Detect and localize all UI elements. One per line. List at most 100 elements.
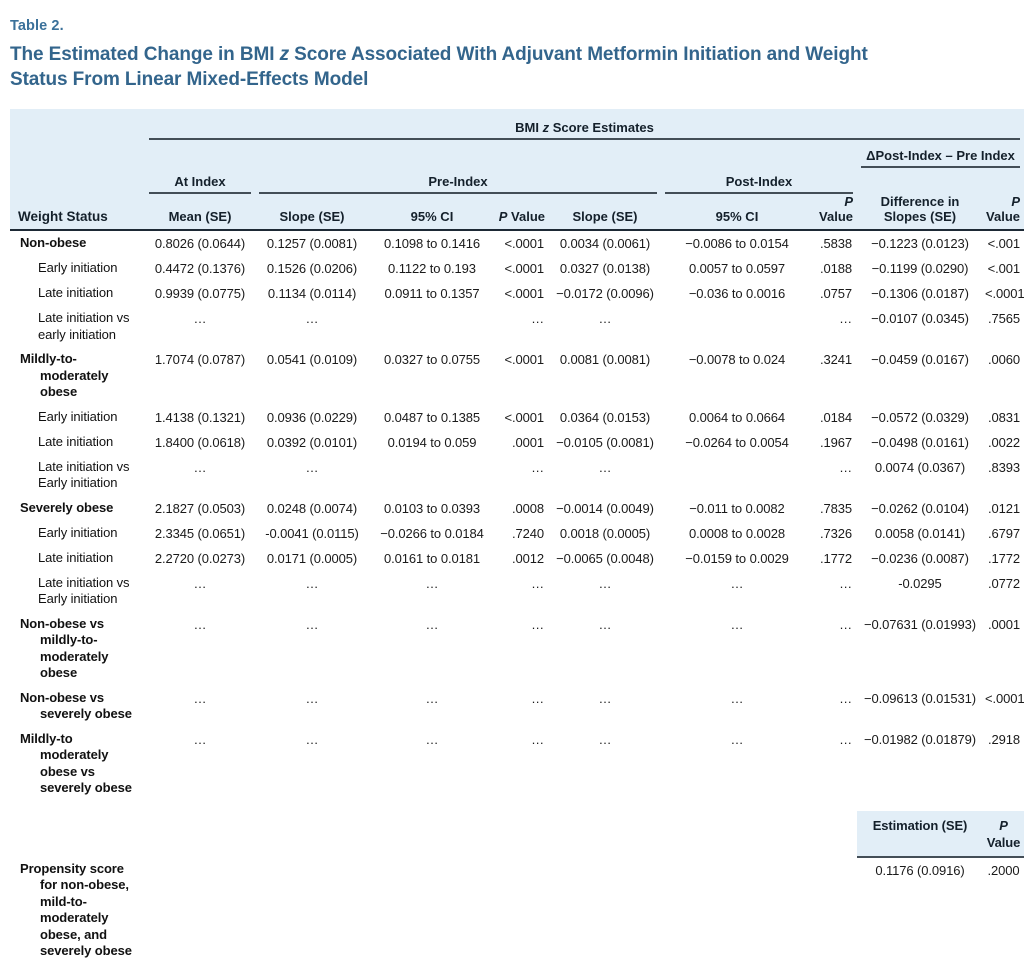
table-row: Late initiation vs Early initiation … … … [10,455,1024,496]
ci-95-header: 95% CI [661,194,813,231]
cell-diff-p-value: .0022 [987,434,1020,450]
cell-pre-ci: … [425,731,439,747]
cell-diff-p-value: .8393 [987,459,1020,475]
cell-post-ci: 0.0057 to 0.0597 [689,261,785,276]
propensity-label: Propensity score for non-obese, mild-to-… [20,860,132,959]
cell-pre-ci: 0.0487 to 0.1385 [384,409,480,425]
cell-post-ci: −0.011 to 0.0082 [689,500,785,516]
cell-difference-in-slopes: -0.0295 [898,575,942,591]
table-row: Mildly-to moderately obese vs severely o… [10,727,1024,801]
cell-pre-p-value: .7240 [511,525,544,541]
row-label: Late initiation [38,433,114,449]
cell-diff-p-value: .7565 [987,311,1020,326]
table-row: Late initiation 2.2720 (0.0273) 0.0171 (… [10,546,1024,571]
mean-se-header: Mean (SE) [145,194,255,231]
cell-pre-ci: … [425,575,439,591]
cell-post-slope-se: 0.0018 (0.0005) [559,525,651,541]
cell-post-slope-se: … [598,690,612,706]
cell-post-ci: … [730,575,744,591]
table-row: Late initiation 1.8400 (0.0618) 0.0392 (… [10,430,1024,455]
cell-mean-se: 0.8026 (0.0644) [154,236,246,251]
table-row: Early initiation 0.4472 (0.1376) 0.1526 … [10,256,1024,281]
cell-post-slope-se: … [598,311,612,326]
cell-post-p-value: … [839,459,852,475]
cell-pre-ci [369,306,495,347]
title-text-pre: The Estimated Change in BMI [10,44,280,65]
cell-post-slope-se: −0.0172 (0.0096) [556,286,654,301]
cell-post-p-value: .7835 [819,500,852,516]
cell-post-slope-se: … [598,459,612,475]
cell-pre-p-value: … [531,731,544,747]
table-body: Non-obese 0.8026 (0.0644) 0.1257 (0.0081… [10,230,1024,801]
cell-post-p-value: .0188 [819,261,852,276]
cell-difference-in-slopes: 0.0074 (0.0367) [874,459,966,475]
cell-mean-se: 0.9939 (0.0775) [154,286,246,301]
cell-post-slope-se: 0.0364 (0.0153) [559,409,651,425]
row-label: Early initiation [38,524,118,540]
cell-pre-slope-se: … [305,616,319,632]
row-label: Late initiation [38,549,114,565]
cell-mean-se: … [193,311,207,326]
cell-post-p-value: .0184 [819,409,852,425]
cell-pre-p-value: <.0001 [504,352,544,367]
cell-post-p-value: … [839,616,852,632]
cell-pre-p-value: <.0001 [504,286,544,301]
bmi-z-score-table: Weight Status BMI z Score Estimates ΔPos… [10,109,1024,960]
cell-pre-ci: 0.1098 to 0.1416 [384,236,480,251]
cell-mean-se: … [193,616,207,632]
cell-pre-slope-se: … [305,690,319,706]
estimation-p-value-header: P Value [983,810,1024,858]
cell-post-slope-se: … [598,616,612,632]
cell-pre-slope-se: … [305,575,319,591]
cell-difference-in-slopes: −0.07631 (0.01993) [863,616,977,632]
table-row: Early initiation 2.3345 (0.0651) -0.0041… [10,521,1024,546]
row-label: Late initiation [38,285,114,300]
cell-mean-se: 2.1827 (0.0503) [154,500,246,516]
title-italic-z: z [279,44,290,65]
at-index-header: At Index [145,168,255,194]
row-label: Non-obese [20,235,87,250]
cell-mean-se: … [193,731,207,747]
cell-pre-slope-se: 0.1134 (0.0114) [267,286,357,301]
cell-pre-p-value: <.0001 [504,261,544,276]
estimation-se-header: Estimation (SE) [857,810,983,858]
cell-pre-p-value: <.0001 [504,236,544,251]
cell-pre-ci: 0.0911 to 0.1357 [384,286,480,301]
table-row: Non-obese vs severely obese … … … … … … … [10,686,1024,727]
cell-post-slope-se: −0.0065 (0.0048) [556,550,654,566]
cell-pre-p-value: … [531,311,544,326]
row-label: Early initiation [38,260,118,275]
p-value-header: P Value [983,168,1024,231]
table-row: Late initiation vs early initiation … … … [10,306,1024,347]
table-row: Late initiation 0.9939 (0.0775) 0.1134 (… [10,281,1024,306]
cell-post-slope-se: … [598,731,612,747]
cell-difference-in-slopes: −0.0236 (0.0087) [871,550,969,566]
cell-post-slope-se: −0.0014 (0.0049) [556,500,654,516]
cell-difference-in-slopes: −0.01982 (0.01879) [863,731,977,747]
cell-diff-p-value: .1772 [987,550,1020,566]
cell-post-slope-se: 0.0327 (0.0138) [559,261,651,276]
delta-post-minus-pre-header: ΔPost-Index – Pre Index [857,140,1024,168]
table-row: Non-obese 0.8026 (0.0644) 0.1257 (0.0081… [10,230,1024,256]
cell-pre-slope-se: 0.0392 (0.0101) [266,434,358,450]
cell-pre-ci: … [425,616,439,632]
cell-mean-se: … [193,459,207,475]
row-label: Mildly-to- moderately obese [20,351,109,399]
p-value-header: P Value [813,194,857,231]
cell-diff-p-value: <.0001 [985,286,1024,301]
cell-post-ci: 0.0064 to 0.0664 [689,409,785,425]
cell-pre-ci: −0.0266 to 0.0184 [380,525,484,541]
cell-mean-se: … [193,575,207,591]
cell-difference-in-slopes: −0.0459 (0.0167) [871,352,969,367]
propensity-row: Propensity score for non-obese, mild-to-… [10,857,1024,960]
table-row: Non-obese vs mildly-to- moderately obese… [10,612,1024,686]
cell-mean-se: 2.3345 (0.0651) [154,525,246,541]
cell-diff-p-value: .6797 [987,525,1020,541]
row-label: Non-obese vs severely obese [20,689,132,722]
cell-post-ci: −0.0086 to 0.0154 [685,236,789,251]
cell-post-p-value: … [839,311,852,326]
header-spacer [145,140,857,168]
cell-diff-p-value: <.001 [987,261,1021,276]
p-value-header: P Value [495,194,549,231]
cell-diff-p-value: <.0001 [985,690,1024,706]
